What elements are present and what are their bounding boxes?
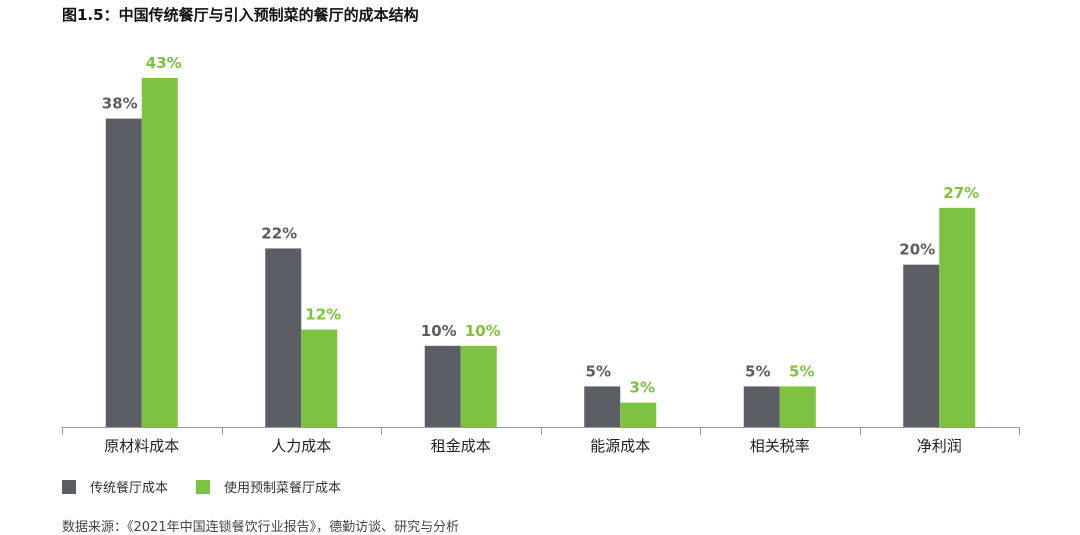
bar-prepared <box>141 78 178 427</box>
data-label-traditional: 22% <box>261 224 297 242</box>
bar-prepared <box>939 207 976 427</box>
category-label: 租金成本 <box>431 437 491 455</box>
legend-swatch-prepared <box>196 479 211 494</box>
category-label: 能源成本 <box>590 437 650 455</box>
category-label: 原材料成本 <box>104 437 179 455</box>
data-label-traditional: 38% <box>102 95 138 113</box>
category-label: 净利润 <box>917 437 962 455</box>
data-label-traditional: 5% <box>586 362 611 380</box>
data-source-note: 数据来源：《2021年中国连锁餐饮行业报告》，德勤访谈、研究与分析 <box>62 520 460 535</box>
data-label-prepared: 5% <box>789 362 814 380</box>
category-label: 人力成本 <box>271 437 331 455</box>
data-label-prepared: 3% <box>630 379 655 397</box>
data-label-traditional: 20% <box>899 241 935 259</box>
legend-swatch-traditional <box>62 479 76 494</box>
bar-traditional <box>105 118 142 428</box>
bar-prepared <box>779 386 816 427</box>
category-label: 相关税率 <box>750 437 810 455</box>
data-label-prepared: 10% <box>465 322 501 340</box>
bar-traditional <box>265 248 302 427</box>
x-axis: 原材料成本 人力成本 租金成本 能源成本 相关税率 净利润 <box>62 427 1020 455</box>
bar-traditional <box>584 386 621 427</box>
legend-item-traditional: 传统餐厅成本 <box>62 477 168 496</box>
data-label-prepared: 27% <box>943 184 979 202</box>
bars-group: 38% 43% 22% 12% 10% 10% 5% 3% 5% 5% 20% 27% <box>102 54 979 428</box>
data-label-traditional: 5% <box>745 362 770 380</box>
legend-label-prepared: 使用预制菜餐厅成本 <box>224 481 342 496</box>
bar-traditional <box>424 345 461 427</box>
bar-prepared <box>460 345 497 427</box>
bar-prepared <box>301 329 338 427</box>
data-label-prepared: 12% <box>305 306 341 324</box>
chart-title: 图1.5：中国传统餐厅与引入预制菜的餐厅的成本结构 <box>62 6 419 24</box>
bar-chart: 38% 43% 22% 12% 10% 10% 5% 3% 5% 5% 20% 27% 原材料成本 人力… <box>62 54 1020 455</box>
bar-traditional <box>743 386 780 427</box>
legend-item-prepared: 使用预制菜餐厅成本 <box>196 477 341 496</box>
data-label-prepared: 43% <box>146 54 182 72</box>
data-label-traditional: 10% <box>421 322 457 340</box>
legend-label-traditional: 传统餐厅成本 <box>90 481 169 496</box>
bar-prepared <box>620 402 657 427</box>
bar-traditional <box>903 264 940 427</box>
legend: 传统餐厅成本 使用预制菜餐厅成本 <box>62 477 369 496</box>
